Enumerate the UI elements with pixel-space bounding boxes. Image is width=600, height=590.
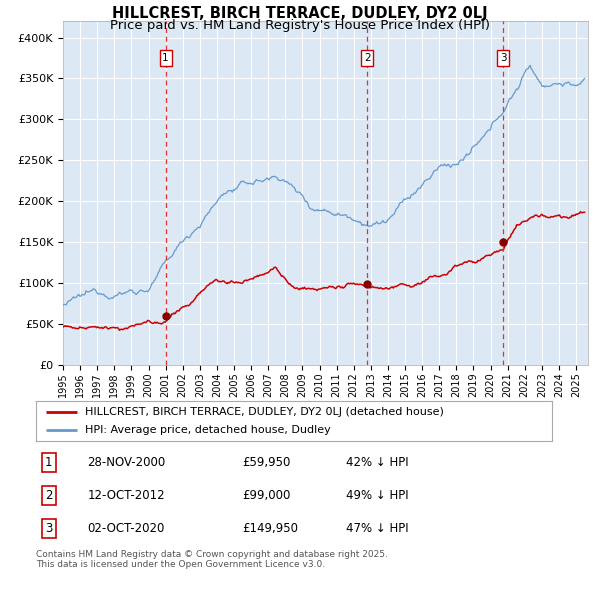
Text: 12-OCT-2012: 12-OCT-2012 [88,489,165,502]
Text: 3: 3 [45,522,53,535]
Text: 42% ↓ HPI: 42% ↓ HPI [346,456,408,469]
Text: 02-OCT-2020: 02-OCT-2020 [88,522,165,535]
Text: 49% ↓ HPI: 49% ↓ HPI [346,489,408,502]
Text: 1: 1 [162,53,169,63]
Text: 47% ↓ HPI: 47% ↓ HPI [346,522,408,535]
Text: £59,950: £59,950 [242,456,291,469]
Text: £149,950: £149,950 [242,522,298,535]
Text: Price paid vs. HM Land Registry's House Price Index (HPI): Price paid vs. HM Land Registry's House … [110,19,490,32]
Text: 28-NOV-2000: 28-NOV-2000 [88,456,166,469]
Text: £99,000: £99,000 [242,489,291,502]
Text: Contains HM Land Registry data © Crown copyright and database right 2025.
This d: Contains HM Land Registry data © Crown c… [36,550,388,569]
Text: 3: 3 [500,53,506,63]
Text: HILLCREST, BIRCH TERRACE, DUDLEY, DY2 0LJ: HILLCREST, BIRCH TERRACE, DUDLEY, DY2 0L… [112,6,488,21]
Text: HPI: Average price, detached house, Dudley: HPI: Average price, detached house, Dudl… [85,425,331,435]
Text: 2: 2 [45,489,53,502]
Text: 1: 1 [45,456,53,469]
Text: HILLCREST, BIRCH TERRACE, DUDLEY, DY2 0LJ (detached house): HILLCREST, BIRCH TERRACE, DUDLEY, DY2 0L… [85,407,444,417]
Text: 2: 2 [364,53,371,63]
